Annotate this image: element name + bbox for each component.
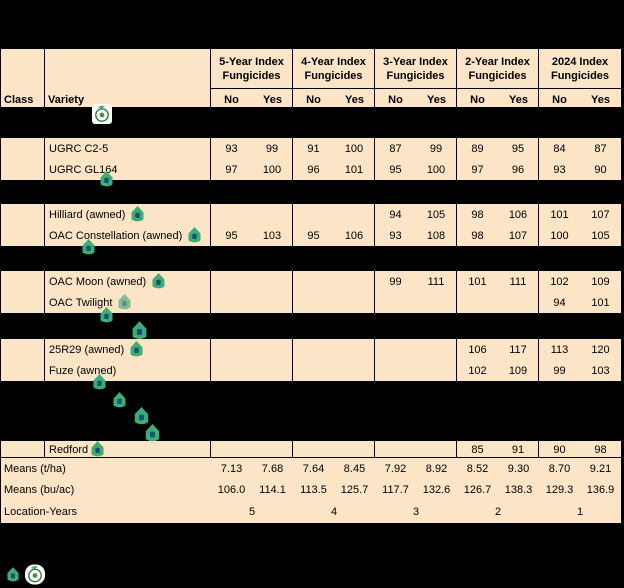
table-row: 25R29 (awned) 106 117 113 120: [1, 339, 621, 360]
certification-shield-icon: [134, 407, 149, 426]
redacted-class-band: [0, 382, 622, 440]
variety-name: UGRC C2-5: [45, 138, 211, 159]
group-header-2024: 2024 Index Fungicides: [539, 49, 621, 89]
table-row: Fuze (awned) 102 109 99 103: [1, 360, 621, 381]
seed-program-logo-icon: [92, 104, 112, 124]
variety-block-2: Hilliard (awned) 94 105 98 106 101 107 O…: [0, 203, 622, 247]
table-row: UGRC C2-5 93 99 91 100 87 99 89 95 84 87: [1, 138, 621, 159]
redacted-class-band: [0, 247, 622, 270]
legend-shield-icon: [7, 566, 19, 584]
table-header: Class Variety 5-Year Index Fungicides 4-…: [0, 48, 622, 108]
variety-performance-table: Class Variety 5-Year Index Fungicides 4-…: [0, 48, 622, 524]
noyes-header-2year: No Yes: [457, 89, 539, 107]
certification-shield-icon: [82, 239, 95, 256]
variety-name: Redford: [45, 441, 211, 458]
certification-shield-icon: [130, 341, 143, 358]
variety-block-5: Redford 85 91 90 98: [0, 440, 622, 458]
variety-name: OAC Twilight: [45, 292, 211, 313]
table-row: OAC Twilight 94 101: [1, 292, 621, 313]
group-header-3year: 3-Year Index Fungicides: [375, 49, 457, 89]
variety-block-1: UGRC C2-5 93 99 91 100 87 99 89 95 84 87…: [0, 137, 622, 181]
certification-shield-icon: [118, 294, 131, 311]
variety-name: Hilliard (awned): [45, 204, 211, 225]
table-row: OAC Constellation (awned) 95 103 95 106 …: [1, 225, 621, 246]
certification-shield-icon: [100, 307, 113, 324]
variety-column-header: Variety: [45, 49, 211, 107]
certification-shield-icon: [93, 374, 106, 391]
means-tha-row: Means (t/ha) 7.13 7.68 7.64 8.45 7.92 8.…: [4, 462, 612, 475]
certification-shield-icon: [188, 227, 201, 244]
variety-name: Fuze (awned): [45, 360, 211, 381]
means-buac-row: Means (bu/ac) 106.0 114.1 113.5 125.7 11…: [4, 484, 615, 496]
certification-shield-icon: [91, 441, 104, 458]
noyes-header-4year: No Yes: [293, 89, 375, 107]
variety-block-3: OAC Moon (awned) 99 111 101 111 102 109 …: [0, 270, 622, 314]
table-row: Redford 85 91 90 98: [1, 441, 621, 458]
noyes-header-2024: No Yes: [552, 94, 610, 106]
table-row: UGRC GL164 97 100 96 101 95 100 97 96 93…: [1, 159, 621, 180]
redacted-class-band: [0, 181, 622, 203]
legend-logo-icon: [25, 564, 45, 585]
variety-block-4: 25R29 (awned) 106 117 113 120 Fuze (awne…: [0, 338, 622, 382]
variety-name: OAC Moon (awned): [45, 271, 211, 292]
noyes-header-3year: No Yes: [375, 89, 457, 107]
noyes-header-5year: No Yes: [211, 89, 293, 107]
table-footer: Means (t/ha) 7.13 7.68 7.64 8.45 7.92 8.…: [0, 458, 622, 524]
certification-shield-icon: [113, 392, 126, 409]
certification-shield-icon: [131, 206, 144, 223]
class-column-header: Class: [1, 49, 45, 107]
variety-name: OAC Constellation (awned): [45, 225, 211, 246]
certification-shield-icon: [100, 171, 113, 188]
location-years-row: Location-Years 5 4 3 2 1: [4, 506, 584, 518]
certification-shield-icon: [145, 424, 160, 443]
certification-shield-icon: [132, 321, 147, 341]
variety-name: UGRC GL164: [45, 159, 211, 180]
redacted-class-band: [0, 314, 622, 338]
group-header-2year: 2-Year Index Fungicides: [457, 49, 539, 89]
certification-shield-icon: [152, 273, 165, 290]
table-row: Hilliard (awned) 94 105 98 106 101 107: [1, 204, 621, 225]
group-header-4year: 4-Year Index Fungicides: [293, 49, 375, 89]
group-header-5year: 5-Year Index Fungicides: [211, 49, 293, 89]
variety-name: 25R29 (awned): [45, 339, 211, 360]
table-row: OAC Moon (awned) 99 111 101 111 102 109: [1, 271, 621, 292]
